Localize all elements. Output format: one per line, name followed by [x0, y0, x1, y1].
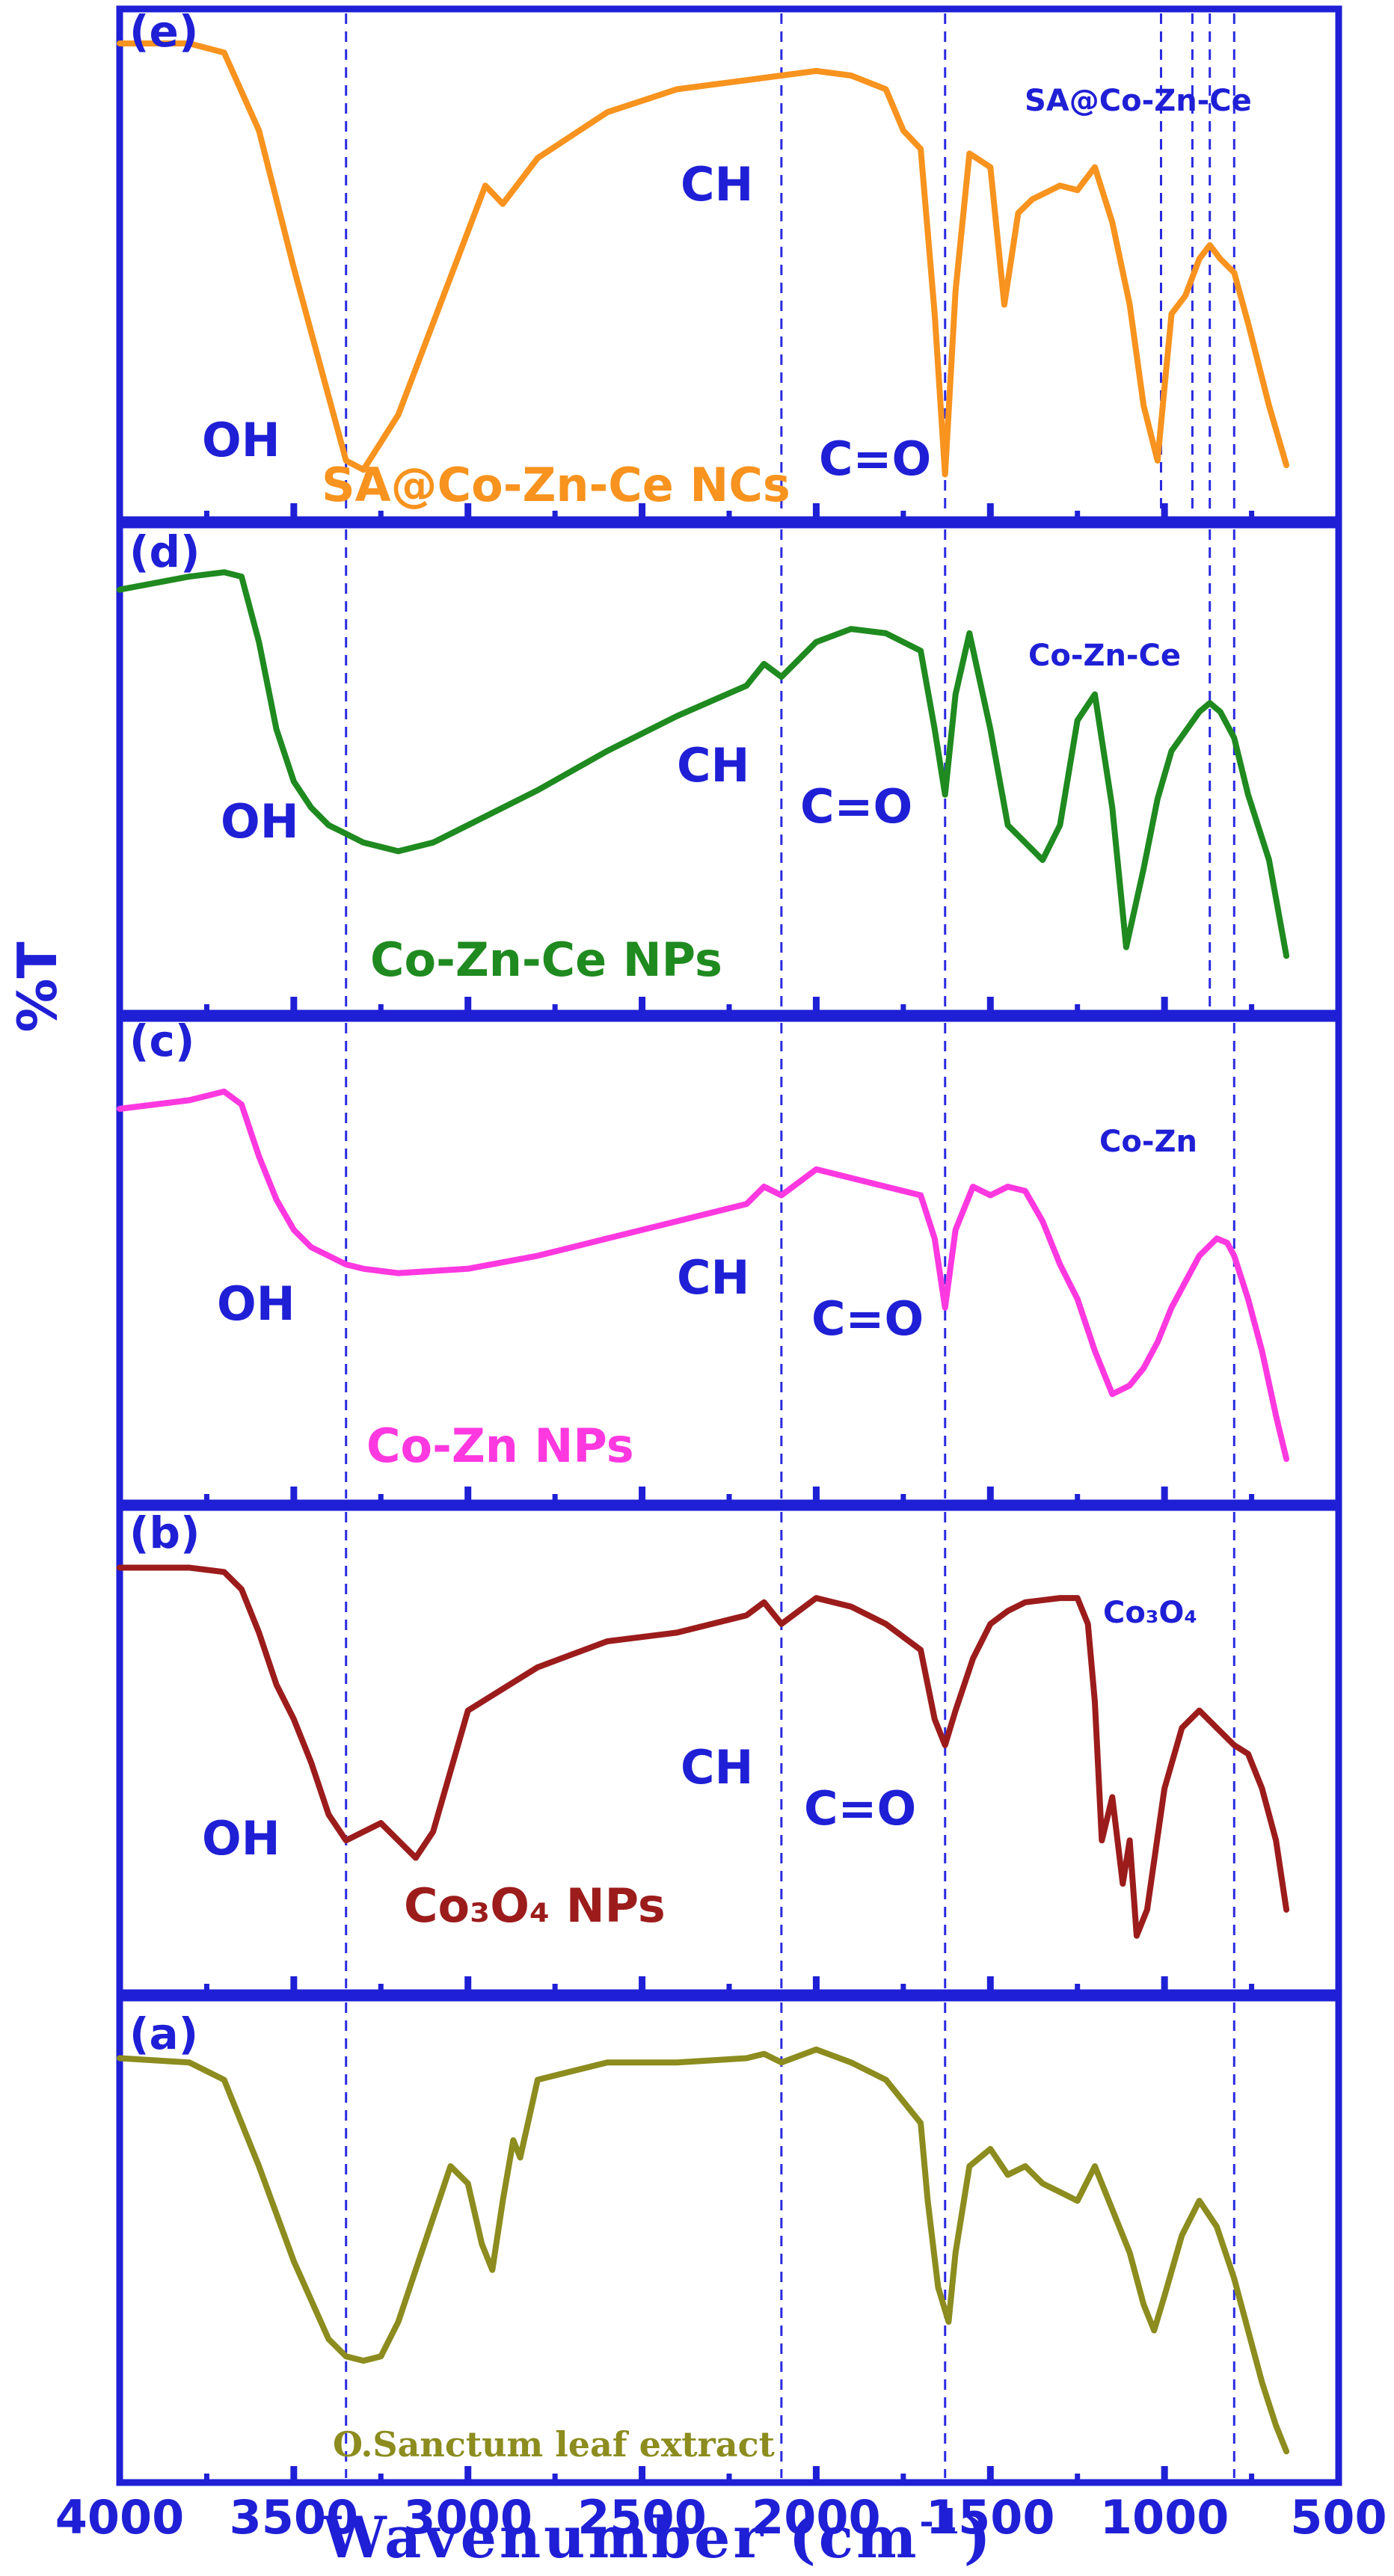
panel-b-sample-label: Co₃O₄ NPs	[404, 1878, 666, 1933]
panel-d: (d) Co-Zn-Ce Co-Zn-Ce NPs OH CH C=O	[116, 521, 1342, 1017]
panel-a-letter: (a)	[129, 2008, 198, 2059]
panel-b-spectrum-line	[117, 1564, 1290, 1939]
panel-e-band-label: C=O	[819, 431, 931, 486]
x-axis-layer: 4000 3500 3000 2500 2000 1500 1000 500	[55, 2490, 1387, 2545]
panel-a-sample-label: O.Sanctum leaf extract	[333, 2424, 776, 2465]
panel-d-sample-label: Co-Zn-Ce NPs	[370, 932, 722, 987]
x-tick-label: 3000	[403, 2490, 532, 2545]
panel-c: (c) Co-Zn Co-Zn NPs OH CH C=O	[116, 1015, 1342, 1507]
panel-c-letter: (c)	[129, 1015, 194, 1066]
panel-e-corner-label: SA@Co-Zn-Ce	[1025, 84, 1252, 118]
panel-c-spectrum-line	[117, 1088, 1290, 1463]
panel-e-letter: (e)	[129, 6, 198, 57]
panel-e-band-label: CH	[681, 157, 753, 212]
panel-e: (e) SA@Co-Zn-Ce SA@Co-Zn-Ce NCs OH CH C=O	[116, 5, 1342, 523]
x-tick-label: 500	[1290, 2490, 1387, 2545]
panel-d-corner-label: Co-Zn-Ce	[1028, 639, 1181, 673]
panel-b: (b) Co₃O₄ Co₃O₄ NPs OH CH C=O	[116, 1504, 1342, 1996]
panel-c-band-label: C=O	[811, 1291, 924, 1346]
panel-d-band-label: CH	[677, 738, 749, 793]
panel-a-spectrum-line	[117, 2046, 1290, 2455]
panel-c-band-label: OH	[217, 1276, 295, 1331]
panel-b-corner-label: Co₃O₄	[1103, 1596, 1197, 1630]
panel-b-band-label: OH	[202, 1811, 280, 1866]
panel-d-band-label: OH	[221, 794, 299, 849]
x-axis-label: Wavenumber (cm-1)	[322, 2501, 993, 2571]
reference-lines-layer	[345, 13, 1235, 2478]
panel-b-band-label: C=O	[804, 1781, 916, 1836]
panel-b-band-label: CH	[681, 1740, 753, 1795]
y-axis-label: %T	[6, 941, 69, 1032]
panel-d-letter: (d)	[129, 526, 200, 577]
x-tick-label: 1500	[926, 2490, 1055, 2545]
panel-a: (a) O.Sanctum leaf extract	[116, 1994, 1342, 2486]
panels-layer: (e) SA@Co-Zn-Ce SA@Co-Zn-Ce NCs OH CH C=O (d) C…	[116, 5, 1342, 2486]
panel-e-sample-label: SA@Co-Zn-Ce NCs	[322, 458, 790, 512]
panel-e-band-label: OH	[202, 413, 280, 467]
panel-c-corner-label: Co-Zn	[1099, 1125, 1197, 1159]
x-axis-label-main: Wavenumber (cm	[322, 2504, 919, 2571]
x-tick-label: 2000	[752, 2490, 881, 2545]
x-tick-label: 3500	[230, 2490, 359, 2545]
x-tick-label: 4000	[55, 2490, 185, 2545]
panel-b-letter: (b)	[129, 1507, 200, 1558]
x-tick-label: 1000	[1100, 2490, 1229, 2545]
panel-a-frame	[116, 1994, 1342, 2486]
panel-d-band-label: C=O	[800, 779, 912, 834]
panel-e-spectrum-line	[117, 40, 1290, 478]
x-axis-label-superscript: -1	[920, 2501, 964, 2542]
x-axis-label-tail: )	[964, 2504, 994, 2571]
panel-d-spectrum-line	[117, 569, 1290, 959]
panel-c-band-label: CH	[677, 1250, 749, 1305]
panel-c-sample-label: Co-Zn NPs	[366, 1418, 634, 1473]
x-tick-label: 2500	[577, 2490, 707, 2545]
